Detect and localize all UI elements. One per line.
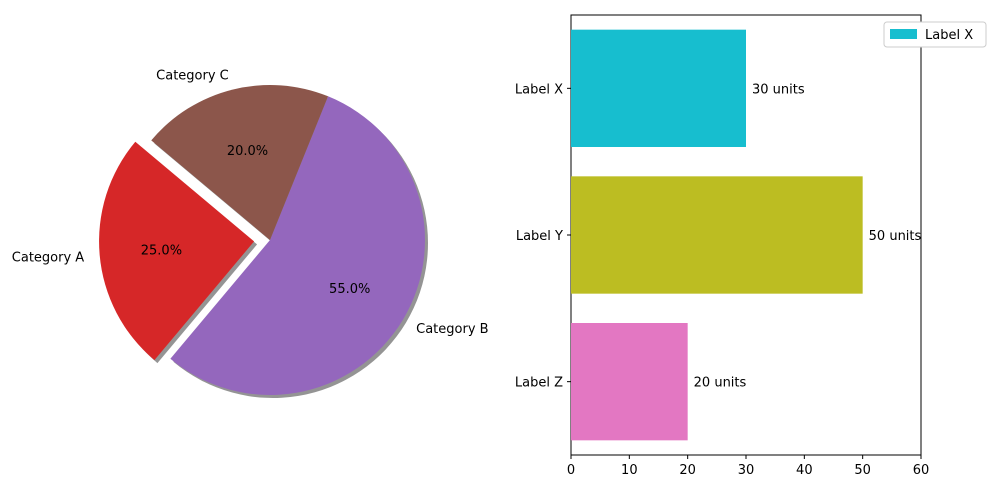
x-tick-label: 40 [796,463,813,478]
pie-percent-label: 55.0% [329,282,370,297]
x-tick-label: 50 [854,463,871,478]
x-tick-label: 10 [621,463,638,478]
bar-value-label: 50 units [869,229,922,244]
legend-box [883,21,987,48]
bar-label-y [571,176,863,294]
y-tick-label: Label Y [516,229,563,244]
pie-percent-label: 25.0% [141,243,182,258]
bar-label-z [571,323,688,441]
y-tick-label: Label X [515,82,563,97]
pie-chart: Category A 25.0% Category B 55.0% Category C… [12,69,489,398]
legend: Label X [883,21,987,48]
y-tick-label: Label Z [515,376,563,391]
x-tick-label: 20 [679,463,696,478]
bar-chart: 30 units Label X 50 units Label Y 20 units La… [515,14,987,478]
bar-value-label: 30 units [752,82,805,97]
pie-percent-label: 20.0% [227,144,268,159]
x-tick-label: 30 [738,463,755,478]
pie-slice-category-b [170,96,426,395]
x-tick-label: 0 [567,463,575,478]
x-tick-label: 60 [913,463,930,478]
pie-slice-category-a [99,141,255,361]
legend-label: Label X [925,28,973,43]
pie-slice-category-c [151,84,329,240]
pie-slice-label: Category A [12,250,85,265]
pie-slice-label: Category B [416,322,488,337]
pie-slice-label: Category C [156,69,229,84]
bar-label-x [571,29,746,148]
bar-value-label: 20 units [694,376,747,391]
legend-swatch [890,29,917,39]
